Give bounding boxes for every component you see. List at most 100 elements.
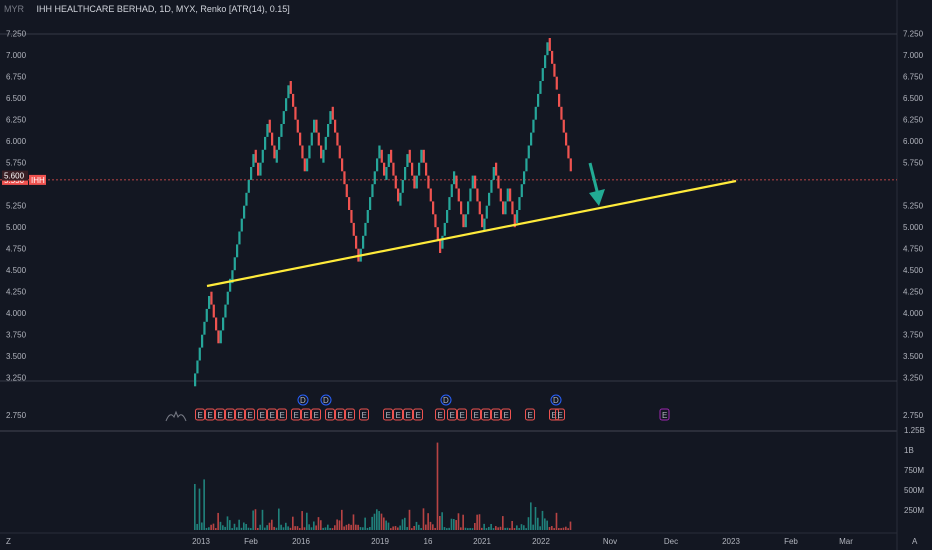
earnings-letter: E — [238, 411, 243, 420]
dividend-letter: D — [323, 396, 329, 405]
volume-bar — [418, 524, 420, 530]
volume-bar — [446, 528, 448, 530]
renko-brick — [427, 175, 430, 189]
volume-bar — [436, 442, 439, 530]
renko-brick — [450, 184, 453, 198]
renko-brick — [247, 179, 250, 193]
renko-brick — [219, 330, 222, 344]
earnings-marker — [291, 408, 301, 421]
renko-brick — [268, 119, 271, 133]
renko-brick — [446, 210, 449, 223]
price-tick-label: 5.250 — [6, 202, 27, 211]
earnings-letter: E — [474, 411, 479, 420]
renko-brick — [292, 93, 295, 107]
price-tick-label-right: 2.750 — [903, 411, 924, 420]
volume-bar — [243, 522, 245, 530]
split-marker-icon — [165, 410, 187, 422]
volume-bar — [252, 510, 254, 530]
volume-bar — [551, 526, 553, 530]
volume-bar — [285, 522, 287, 530]
volume-bar — [343, 526, 345, 530]
renko-brick — [527, 145, 530, 159]
earnings-letter: E — [208, 411, 213, 420]
volume-bar — [406, 527, 408, 530]
renko-brick — [387, 154, 390, 167]
volume-bar — [376, 509, 378, 530]
volume-bar — [520, 524, 523, 530]
renko-brick — [415, 175, 418, 189]
earnings-letter: E — [198, 411, 203, 420]
volume-bar — [294, 526, 296, 530]
volume-bar — [247, 527, 250, 530]
renko-brick — [390, 149, 393, 163]
renko-brick — [404, 167, 407, 180]
dividend-letter: D — [300, 396, 306, 405]
volume-bar — [362, 527, 364, 530]
renko-brick — [341, 158, 344, 172]
renko-brick — [212, 304, 215, 318]
renko-brick — [525, 158, 528, 172]
volume-bar — [348, 523, 350, 530]
earnings-letter: E — [218, 411, 223, 420]
renko-brick — [457, 188, 460, 202]
price-tick-label-right: 5.000 — [903, 223, 924, 232]
volume-bar — [355, 524, 357, 530]
volume-bar — [394, 526, 397, 530]
renko-brick — [434, 214, 437, 228]
volume-bar — [303, 527, 306, 530]
earnings-letter: E — [294, 411, 299, 420]
timezone-corner-label: Z — [6, 537, 11, 546]
renko-brick — [352, 222, 355, 236]
price-tick-label-right: 5.750 — [903, 159, 924, 168]
volume-bar — [464, 527, 467, 530]
renko-brick — [229, 278, 232, 292]
renko-brick — [201, 334, 204, 348]
volume-bar — [511, 520, 513, 530]
volume-bar — [474, 523, 476, 530]
volume-bar — [280, 524, 282, 530]
volume-bar — [560, 528, 562, 530]
volume-bar — [245, 524, 247, 530]
renko-brick — [240, 218, 243, 232]
renko-brick — [329, 111, 332, 124]
last-price-label: 5.600 — [4, 172, 25, 181]
volume-bar — [271, 519, 273, 530]
earnings-marker — [311, 408, 321, 421]
volume-bar — [422, 508, 425, 530]
price-tick-label-right: 7.250 — [903, 30, 924, 39]
volume-bar — [210, 524, 212, 530]
time-axis-label: Feb — [244, 537, 258, 546]
renko-brick — [418, 162, 421, 176]
price-tick-label: 4.250 — [6, 288, 27, 297]
renko-brick — [217, 330, 220, 344]
volume-bar — [254, 509, 257, 530]
renko-brick — [215, 317, 218, 331]
currency-label: MYR — [4, 4, 24, 14]
earnings-marker — [235, 408, 245, 421]
volume-bar — [224, 526, 226, 530]
renko-brick — [243, 205, 246, 219]
last-price-badge — [2, 170, 28, 181]
renko-brick — [541, 68, 544, 81]
auto-scale-corner-label: A — [912, 537, 918, 546]
volume-bar — [499, 526, 502, 530]
price-tick-label: 7.250 — [6, 30, 27, 39]
earnings-marker — [245, 408, 255, 421]
axes: 7.250 7.000 6.750 6.500 6.250 6.000 5.750 5.250… — [2, 30, 925, 546]
earnings-marker — [267, 408, 277, 421]
earnings-letter: E — [280, 411, 285, 420]
volume-bar — [527, 517, 530, 530]
price-tick-label: 3.250 — [6, 374, 27, 383]
renko-brick — [303, 158, 306, 172]
price-tick-label: 5.750 — [6, 159, 27, 168]
time-axis-label: 16 — [424, 537, 433, 546]
volume-bar — [240, 527, 243, 530]
volume-bar — [226, 516, 229, 530]
dividend-marker — [550, 394, 562, 406]
renko-brick — [392, 162, 395, 176]
earnings-marker — [257, 408, 267, 421]
volume-bar — [331, 528, 334, 530]
volume-bar — [523, 525, 525, 530]
volume-bar — [341, 509, 343, 530]
